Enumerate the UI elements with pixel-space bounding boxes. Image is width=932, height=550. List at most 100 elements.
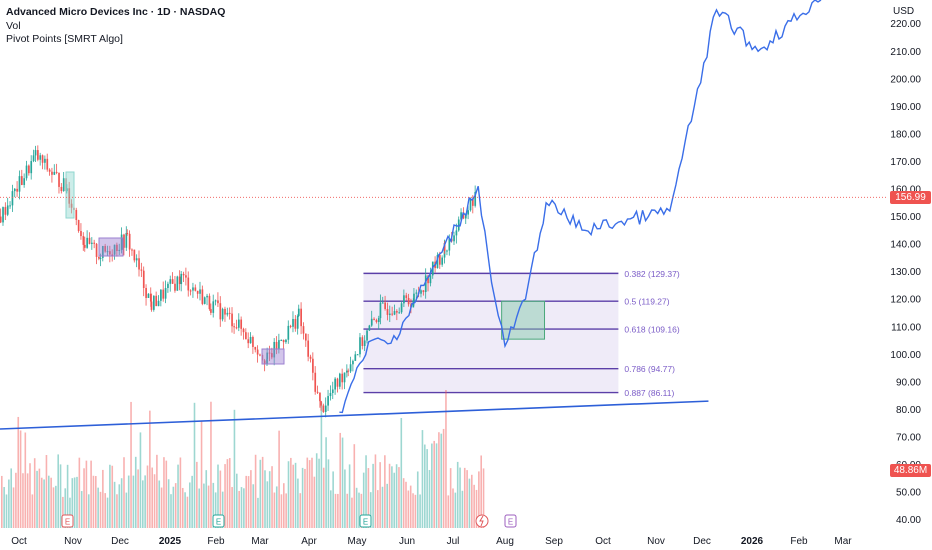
time-tick-label: Apr	[301, 536, 317, 547]
volume-bar	[22, 473, 24, 528]
volume-bar	[395, 464, 398, 528]
candle-body	[214, 300, 217, 302]
candle-body	[400, 303, 403, 313]
volume-bar	[454, 492, 457, 528]
candle-body	[467, 210, 469, 215]
volume-bar	[344, 469, 346, 528]
candle-body	[300, 308, 302, 327]
earnings-marker	[212, 514, 225, 528]
candle-body	[66, 188, 68, 192]
candle-body	[453, 235, 455, 242]
candle-body	[407, 297, 410, 305]
candle-body	[354, 354, 357, 361]
candle-body	[396, 311, 398, 313]
volume-bar	[435, 443, 438, 528]
volume-bar	[320, 402, 323, 528]
volume-bars	[1, 389, 485, 528]
candle-body	[455, 230, 458, 236]
candle-body	[221, 308, 224, 320]
volume-bar	[428, 470, 431, 528]
candle-body	[142, 270, 145, 288]
volume-indicator-label[interactable]: Vol	[6, 19, 21, 32]
volume-bar	[306, 457, 309, 528]
volume-bar	[421, 430, 424, 528]
candle-body	[125, 233, 128, 248]
candle-body	[334, 378, 336, 390]
candle-body	[448, 238, 451, 251]
candle-body	[280, 339, 283, 341]
candle-body	[412, 300, 415, 308]
candle-body	[424, 275, 427, 293]
candle-body	[331, 389, 334, 393]
candle-body	[217, 300, 219, 304]
time-tick-label: 2025	[159, 536, 182, 547]
candle-body	[370, 318, 373, 326]
volume-bar	[19, 430, 22, 528]
candle-body	[237, 319, 240, 328]
volume-bar	[332, 471, 334, 528]
volume-bar	[203, 483, 205, 528]
volume-bar	[233, 409, 236, 528]
projection-line	[339, 0, 822, 414]
volume-bar	[214, 492, 217, 528]
volume-bar	[43, 479, 45, 528]
candle-body	[206, 295, 208, 298]
volume-bar	[325, 437, 327, 528]
candle-body	[320, 401, 322, 406]
candle-body	[359, 337, 361, 355]
candle-body	[171, 279, 174, 284]
symbol-title[interactable]: Advanced Micro Devices Inc · 1D · NASDAQ	[6, 6, 226, 18]
volume-bar	[475, 489, 478, 528]
volume-bar	[278, 430, 280, 528]
price-axis[interactable]: 220.00 210.00 200.00 190.00 180.00 170.00 160.…	[890, 19, 921, 526]
candle-body	[18, 176, 21, 192]
volume-bar	[174, 483, 177, 528]
trendline[interactable]	[0, 400, 709, 430]
volume-bar	[365, 455, 367, 528]
earnings-marker	[504, 514, 517, 528]
time-axis[interactable]: Oct Nov Dec 2025 Feb Mar Apr May Jun Jul Aug Sep Oct…	[11, 536, 852, 547]
price-tick-label: 100.00	[890, 350, 921, 361]
candle-body	[138, 258, 140, 270]
candle-body	[289, 325, 292, 327]
volume-bar	[362, 472, 365, 528]
volume-bar	[339, 432, 341, 528]
volume-bar	[200, 420, 203, 528]
volume-bar	[26, 473, 29, 528]
candle-body	[363, 340, 366, 346]
volume-bar	[243, 488, 245, 528]
candle-body	[309, 356, 312, 359]
volume-bar	[438, 432, 440, 528]
candle-body	[48, 169, 51, 172]
price-tick-label: 190.00	[890, 102, 921, 113]
chart-legend: Advanced Micro Devices Inc · 1D · NASDAQ…	[6, 6, 225, 47]
candle-body	[273, 341, 276, 358]
projection-path[interactable]	[339, 0, 822, 414]
candle-body	[446, 250, 448, 252]
candle-body	[109, 251, 111, 255]
volume-bar	[85, 460, 88, 528]
volume-bar	[71, 478, 74, 528]
volume-tag: 48.86M	[890, 464, 931, 477]
time-tick-label: Oct	[11, 536, 27, 547]
volume-bar	[398, 467, 400, 528]
candle-body	[20, 176, 23, 185]
volume-bar	[191, 475, 193, 528]
price-tick-label: 210.00	[890, 47, 921, 58]
volume-bar	[12, 487, 15, 528]
currency-label[interactable]: USD	[893, 6, 915, 17]
volume-bar	[45, 455, 48, 528]
volume-bar	[285, 493, 287, 528]
volume-bar	[8, 479, 10, 528]
volume-bar	[374, 454, 377, 528]
volume-bar	[419, 494, 421, 528]
volume-bar	[95, 476, 97, 528]
volume-bar	[273, 492, 276, 528]
volume-bar	[59, 464, 62, 528]
pivot-indicator-label[interactable]: Pivot Points [SMRT Algo]	[6, 33, 123, 45]
time-tick-label: Nov	[647, 536, 665, 547]
volume-bar	[134, 456, 137, 528]
